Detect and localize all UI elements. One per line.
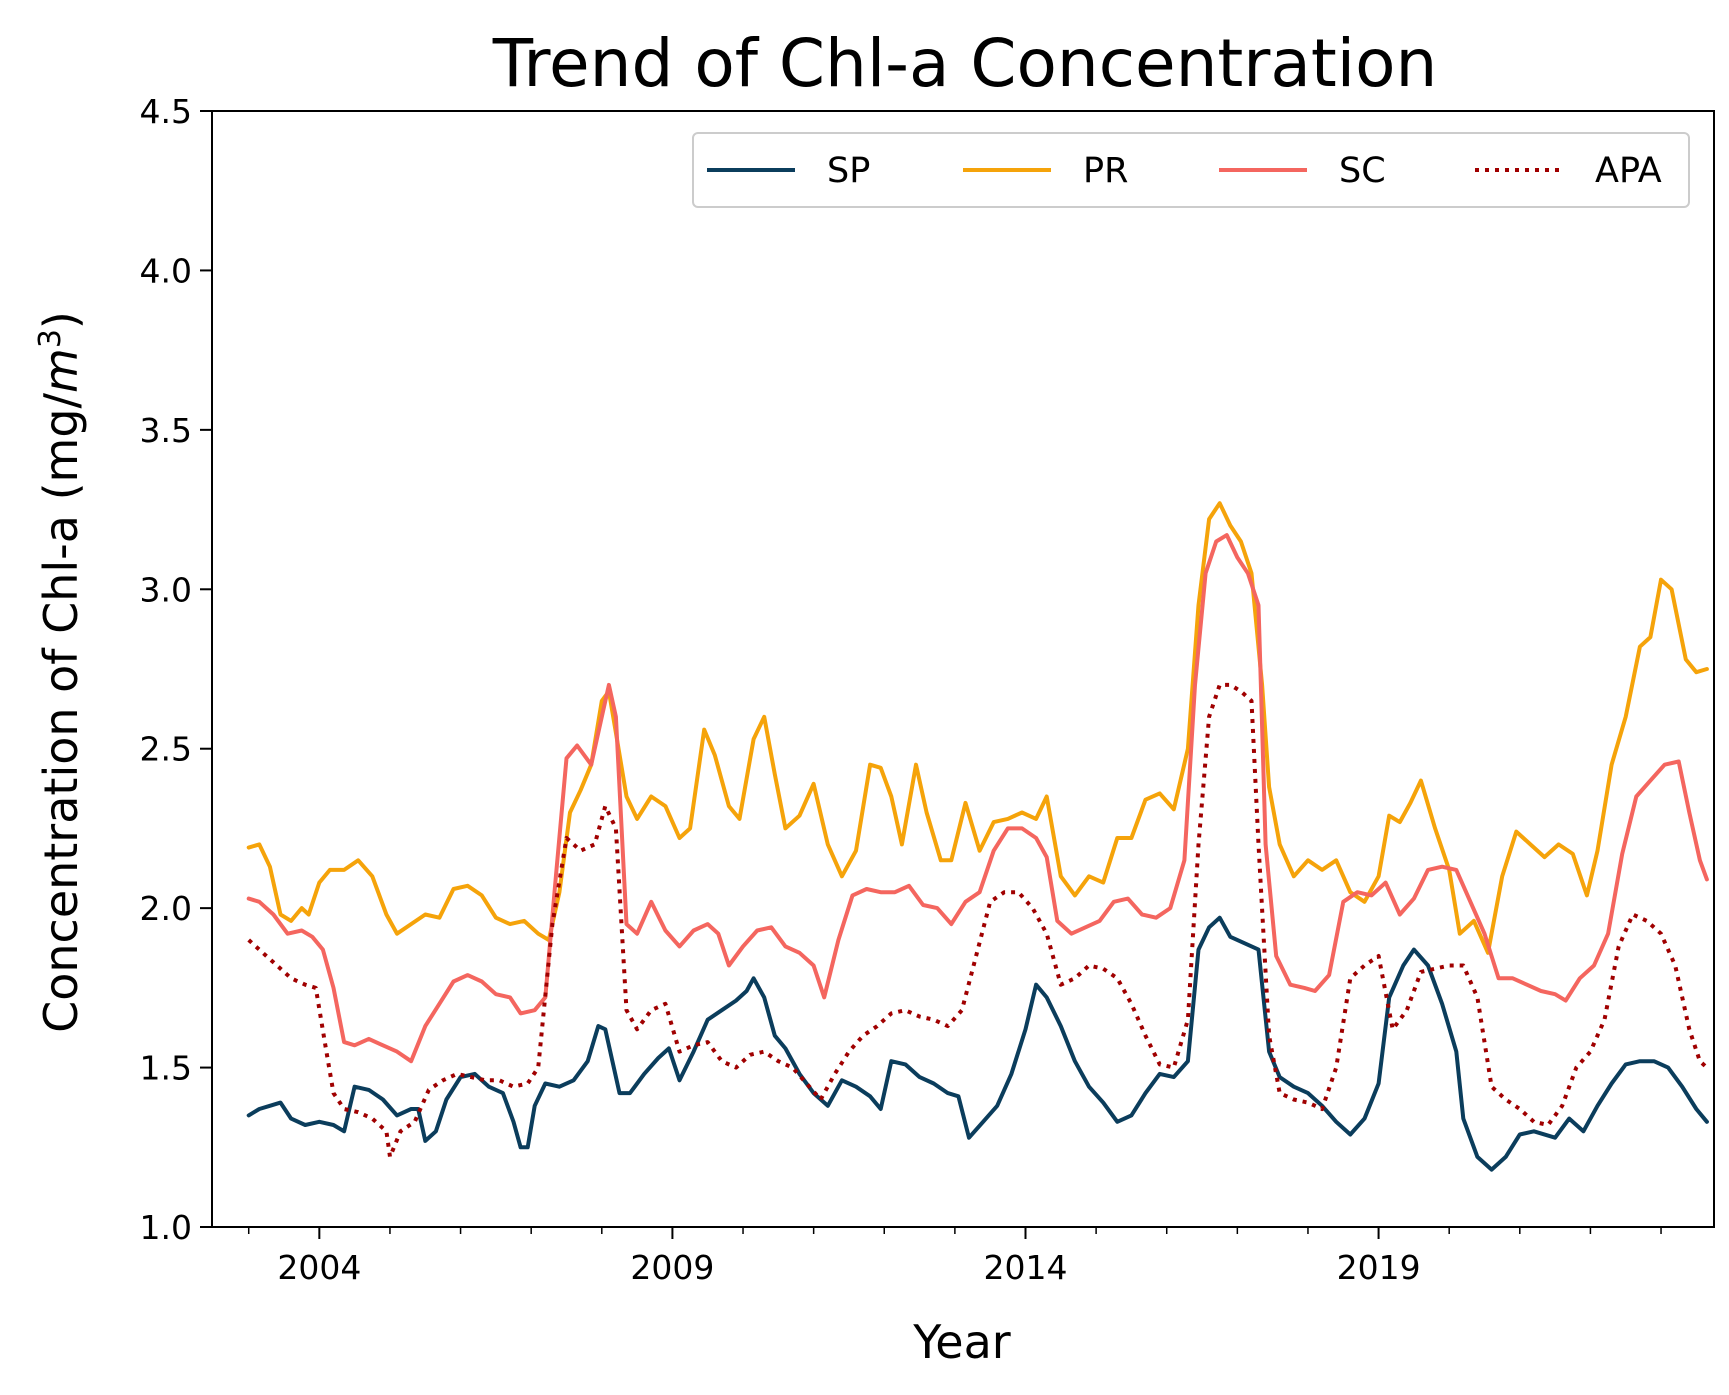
x-tick-label: 2019 xyxy=(1337,1248,1421,1287)
series-line-sp xyxy=(246,915,1709,1172)
series-line-pr xyxy=(246,501,1709,955)
x-tick-label: 2009 xyxy=(630,1248,714,1287)
y-axis-label: Concentration of Chl-a (mg/m3) xyxy=(33,311,88,1033)
legend-label-pr: PR xyxy=(1083,151,1128,191)
legend-box xyxy=(692,132,1690,208)
x-tick-label: 2014 xyxy=(984,1248,1068,1287)
y-axis: 1.0 1.5 2.0 2.5 3.0 3.5 4.0 4.5 xyxy=(140,92,212,1247)
y-tick-label: 4.0 xyxy=(140,251,192,290)
plot-area xyxy=(246,501,1709,1172)
y-tick-label: 2.5 xyxy=(140,730,192,769)
y-tick-label: 3.5 xyxy=(140,411,192,450)
series-line-sc xyxy=(246,533,1709,1064)
y-tick-label: 3.0 xyxy=(140,570,192,609)
x-axis-label: Year xyxy=(912,1315,1010,1369)
y-tick-label: 1.5 xyxy=(140,1049,192,1088)
y-tick-label: 2.0 xyxy=(140,889,192,928)
y-tick-label: 4.5 xyxy=(140,92,192,131)
legend-label-sp: SP xyxy=(827,151,870,191)
legend: SP PR SC APA xyxy=(692,132,1690,208)
plot-frame xyxy=(211,110,1715,1228)
series-line-apa xyxy=(247,682,1709,1159)
y-tick-label: 1.0 xyxy=(140,1208,192,1247)
x-tick-label: 2004 xyxy=(277,1248,361,1287)
chart-title: Trend of Chl-a Concentration xyxy=(492,25,1438,102)
legend-label-sc: SC xyxy=(1339,151,1386,191)
x-axis: 2004 2009 2014 2019 xyxy=(247,1227,1662,1287)
legend-label-apa: APA xyxy=(1595,151,1662,191)
